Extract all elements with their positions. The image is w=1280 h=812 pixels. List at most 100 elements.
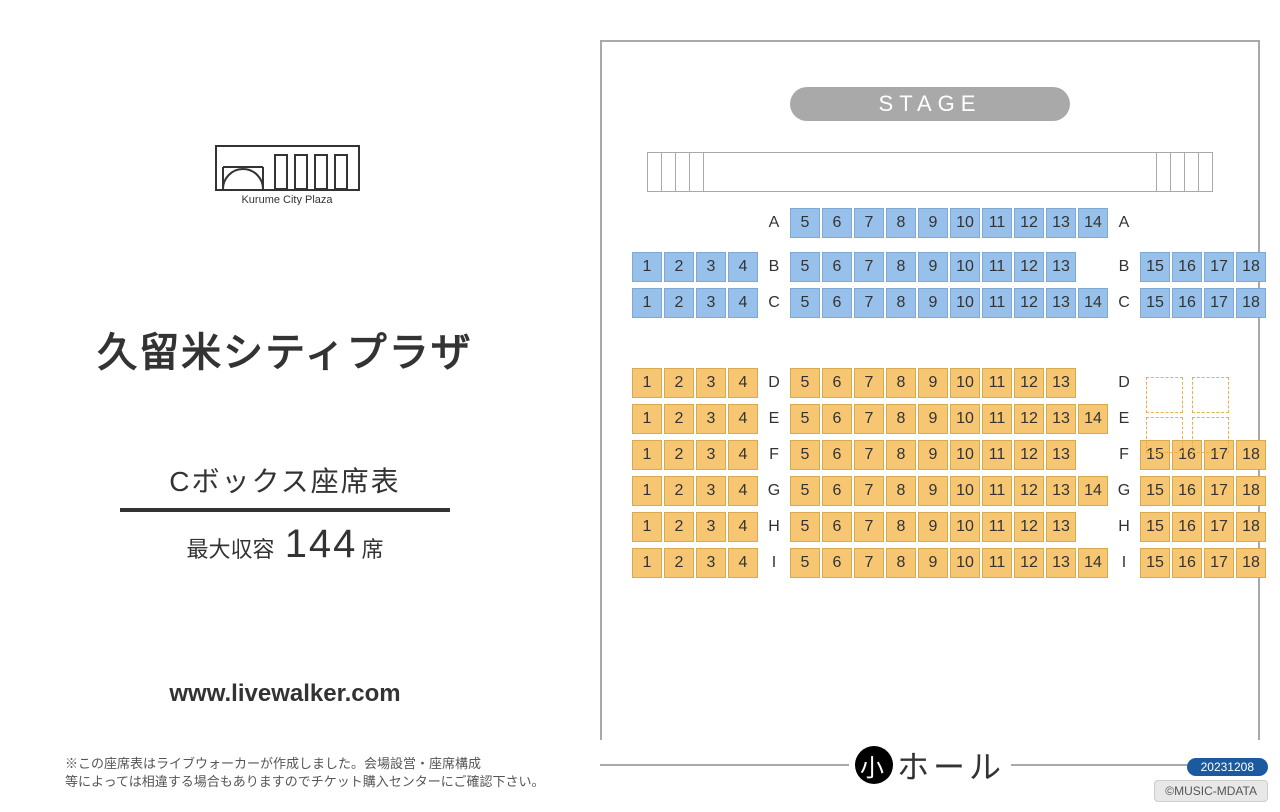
seat: 2 bbox=[664, 440, 694, 470]
seat: 7 bbox=[854, 288, 884, 318]
seat: 13 bbox=[1046, 548, 1076, 578]
seat: 6 bbox=[822, 208, 852, 238]
seat: 11 bbox=[982, 512, 1012, 542]
seat: 4 bbox=[728, 368, 758, 398]
seat: 1 bbox=[632, 252, 662, 282]
disclaimer-line-1: ※この座席表はライブウォーカーが作成しました。会場設営・座席構成 bbox=[65, 755, 544, 773]
seat: 10 bbox=[950, 476, 980, 506]
seat: 5 bbox=[790, 288, 820, 318]
row-label: A bbox=[1110, 214, 1138, 232]
row-label: B bbox=[1110, 258, 1138, 276]
seat: 12 bbox=[1014, 404, 1044, 434]
seat: 4 bbox=[728, 512, 758, 542]
seat: 9 bbox=[918, 208, 948, 238]
row-label: H bbox=[760, 518, 788, 536]
seat: 15 bbox=[1140, 252, 1170, 282]
seat: 6 bbox=[822, 368, 852, 398]
seat: 2 bbox=[664, 512, 694, 542]
seat: 3 bbox=[696, 404, 726, 434]
seat: 2 bbox=[664, 368, 694, 398]
seat: 12 bbox=[1014, 252, 1044, 282]
seat: 6 bbox=[822, 404, 852, 434]
seat: 7 bbox=[854, 368, 884, 398]
seat-row-B: 1234B5678910111213B15161718 bbox=[632, 251, 1266, 283]
seat-row-H: 1234H5678910111213H15161718 bbox=[632, 511, 1266, 543]
seat: 6 bbox=[822, 548, 852, 578]
seat: 18 bbox=[1236, 252, 1266, 282]
seat: 6 bbox=[822, 252, 852, 282]
seat: 1 bbox=[632, 368, 662, 398]
stage-front bbox=[647, 152, 1213, 192]
seat: 13 bbox=[1046, 288, 1076, 318]
seat: 8 bbox=[886, 440, 916, 470]
seat: 2 bbox=[664, 252, 694, 282]
seat: 3 bbox=[696, 252, 726, 282]
seat: 3 bbox=[696, 368, 726, 398]
seat: 4 bbox=[728, 440, 758, 470]
seat: 8 bbox=[886, 208, 916, 238]
seat: 11 bbox=[982, 368, 1012, 398]
seat: 10 bbox=[950, 252, 980, 282]
seat: 8 bbox=[886, 404, 916, 434]
seat: 7 bbox=[854, 440, 884, 470]
seat: 8 bbox=[886, 512, 916, 542]
divider bbox=[120, 508, 450, 512]
seat: 11 bbox=[982, 476, 1012, 506]
seat-chart-label: Cボックス座席表 bbox=[0, 460, 570, 500]
seat: 2 bbox=[664, 548, 694, 578]
wheelchair-space bbox=[1192, 417, 1229, 453]
capacity-suffix: 席 bbox=[361, 537, 383, 562]
seat: 14 bbox=[1078, 288, 1108, 318]
seat-row-D: 1234D5678910111213D bbox=[632, 367, 1138, 399]
seat: 13 bbox=[1046, 368, 1076, 398]
seat: 12 bbox=[1014, 288, 1044, 318]
seat: 5 bbox=[790, 368, 820, 398]
seat: 10 bbox=[950, 288, 980, 318]
seat: 13 bbox=[1046, 512, 1076, 542]
seat: 5 bbox=[790, 208, 820, 238]
seat: 11 bbox=[982, 208, 1012, 238]
date-badge: 20231208 bbox=[1187, 758, 1268, 776]
seat: 7 bbox=[854, 208, 884, 238]
seat: 13 bbox=[1046, 476, 1076, 506]
seat: 4 bbox=[728, 252, 758, 282]
row-label: A bbox=[760, 214, 788, 232]
seat: 17 bbox=[1204, 476, 1234, 506]
seat: 16 bbox=[1172, 288, 1202, 318]
seat: 17 bbox=[1204, 548, 1234, 578]
seat: 18 bbox=[1236, 512, 1266, 542]
seat: 10 bbox=[950, 440, 980, 470]
seat: 10 bbox=[950, 368, 980, 398]
venue-logo: Kurume City Plaza bbox=[215, 145, 360, 210]
seat: 10 bbox=[950, 404, 980, 434]
seat: 4 bbox=[728, 548, 758, 578]
seat: 8 bbox=[886, 368, 916, 398]
seat-row-I: 1234I567891011121314I15161718 bbox=[632, 547, 1266, 579]
seat: 7 bbox=[854, 548, 884, 578]
seat: 5 bbox=[790, 512, 820, 542]
row-label: I bbox=[760, 554, 788, 572]
wheelchair-space bbox=[1146, 417, 1183, 453]
seat: 3 bbox=[696, 512, 726, 542]
disclaimer-line-2: 等によっては相違する場合もありますのでチケット購入センターにご確認下さい。 bbox=[65, 773, 544, 791]
seat: 4 bbox=[728, 288, 758, 318]
row-label: B bbox=[760, 258, 788, 276]
seat: 8 bbox=[886, 476, 916, 506]
seat: 4 bbox=[728, 476, 758, 506]
seat: 8 bbox=[886, 288, 916, 318]
capacity-prefix: 最大収容 bbox=[187, 537, 275, 562]
hall-circle: 小 bbox=[855, 746, 893, 784]
capacity-number: 144 bbox=[285, 522, 358, 566]
copyright-badge: ©MUSIC-MDATA bbox=[1154, 780, 1268, 802]
seat: 13 bbox=[1046, 252, 1076, 282]
capacity-section: Cボックス座席表 最大収容 144席 bbox=[0, 460, 570, 567]
seat: 16 bbox=[1172, 512, 1202, 542]
seat: 2 bbox=[664, 404, 694, 434]
seat: 9 bbox=[918, 548, 948, 578]
seat: 12 bbox=[1014, 476, 1044, 506]
row-label: H bbox=[1110, 518, 1138, 536]
seat: 1 bbox=[632, 440, 662, 470]
seat: 14 bbox=[1078, 548, 1108, 578]
venue-title: 久留米シティプラザ bbox=[0, 320, 570, 378]
seat: 15 bbox=[1140, 288, 1170, 318]
